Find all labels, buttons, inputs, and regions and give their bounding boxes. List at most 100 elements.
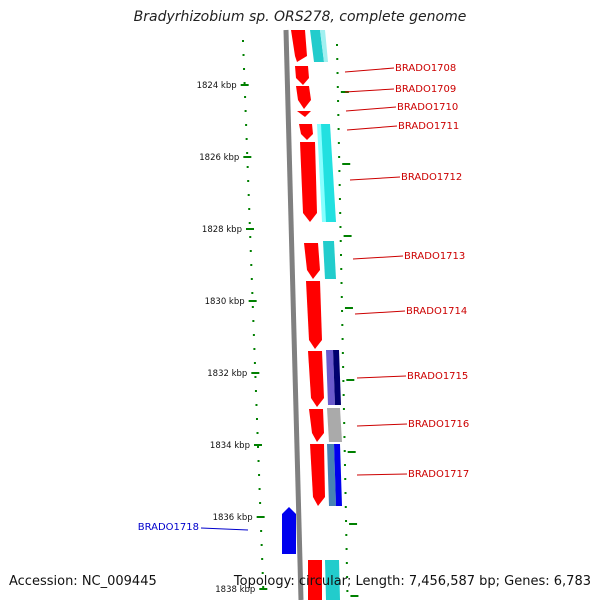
scale-dot [260, 530, 263, 532]
label-leader [200, 527, 249, 531]
scale-major-tick [346, 379, 355, 381]
scale-dot [342, 408, 345, 410]
scale-dot [259, 502, 262, 504]
scale-dot [340, 282, 343, 284]
scale-dot [344, 506, 347, 508]
scale-major-tick [251, 372, 260, 374]
scale-dot [257, 446, 260, 448]
scale-dot [257, 460, 260, 462]
gene-label: BRADO1711 [398, 121, 459, 132]
label-leader [345, 106, 397, 112]
scale-dot [340, 268, 343, 270]
gene-arrow [309, 409, 324, 442]
scale-tick-label: 1838 kbp [215, 585, 255, 595]
scale-tick-label: 1830 kbp [205, 297, 245, 307]
gene-arrow [295, 66, 309, 85]
scale-major-tick [245, 228, 254, 230]
genome-backbone [283, 29, 304, 600]
scale-major-tick [349, 523, 358, 525]
gene-arrow [308, 560, 322, 600]
gene-arrow [296, 86, 311, 109]
scale-dot [345, 520, 348, 522]
feature-bars [310, 30, 342, 600]
genome-summary-text: Topology: circular; Length: 7,456,587 bp… [233, 574, 591, 589]
scale-dot [343, 436, 346, 438]
scale-dot [262, 586, 265, 588]
scale-major-tick [243, 156, 252, 158]
scale-dot [245, 138, 248, 140]
scale-dot [251, 292, 254, 294]
feature-bar-cyan [320, 30, 328, 62]
gene-label: BRADO1716 [408, 419, 469, 430]
gene-arrow [297, 111, 311, 117]
scale-dot [254, 390, 257, 392]
scale-dot [258, 488, 261, 490]
label-leader [344, 67, 395, 73]
gene-label: BRADO1715 [407, 371, 468, 382]
accession-text: Accession: NC_009445 [9, 574, 157, 589]
scale-ticks: 1824 kbp 1826 kbp 1828 kbp 1830 kbp 1832 kbp… [197, 40, 359, 597]
scale-dot [340, 296, 343, 298]
scale-dot [250, 264, 253, 266]
scale-major-tick [342, 163, 351, 165]
gene-arrow [304, 243, 320, 279]
gene-label: BRADO1713 [404, 251, 465, 262]
gene-arrow [299, 124, 313, 140]
scale-dot [336, 44, 338, 46]
scale-dot [345, 548, 348, 550]
scale-dot [339, 240, 342, 242]
scale-dot [255, 404, 258, 406]
scale-dot [244, 110, 247, 112]
gene-arrow-highlighted [282, 507, 296, 554]
feature-bar-violet [326, 350, 335, 405]
gene-labels[interactable]: BRADO1708 BRADO1709 BRADO1710 BRADO1711 BRAD… [138, 63, 470, 533]
gene-label: BRADO1710 [397, 102, 458, 113]
label-leader [346, 125, 398, 131]
scale-dot [255, 418, 258, 420]
scale-major-tick [347, 451, 356, 453]
scale-dot [345, 534, 348, 536]
label-leader [354, 310, 406, 315]
scale-tick-label: 1834 kbp [210, 441, 250, 451]
scale-dot [339, 254, 342, 256]
scale-dot [245, 124, 248, 126]
scale-dot [253, 348, 256, 350]
scale-dot [341, 310, 344, 312]
feature-bar-gray [327, 408, 342, 442]
scale-dot [246, 166, 249, 168]
label-leader [349, 176, 401, 181]
scale-dot [337, 142, 340, 144]
scale-dot [260, 544, 263, 546]
scale-dot [336, 72, 339, 74]
scale-dot [345, 562, 348, 564]
scale-dot [337, 128, 340, 130]
scale-dot [337, 100, 340, 102]
scale-major-tick [340, 91, 349, 93]
gene-label: BRADO1712 [401, 172, 462, 183]
gene-arrow [300, 142, 317, 222]
gene-label: BRADO1708 [395, 63, 456, 74]
scale-dot [336, 58, 339, 60]
scale-dot [252, 320, 255, 322]
scale-dot [342, 366, 345, 368]
feature-bar-navy [333, 350, 341, 405]
scale-dot [256, 432, 259, 434]
feature-bar-blue [334, 444, 342, 506]
scale-tick-label: 1824 kbp [197, 81, 237, 91]
scale-dot [341, 324, 344, 326]
scale-tick-label: 1836 kbp [213, 513, 253, 523]
scale-dot [346, 576, 349, 578]
label-leader [352, 255, 404, 260]
scale-dot [341, 352, 344, 354]
gene-label: BRADO1717 [408, 469, 469, 480]
scale-dot [242, 54, 245, 56]
scale-dot [336, 86, 339, 88]
scale-dot [346, 590, 349, 592]
scale-dot [249, 250, 252, 252]
scale-tick-label: 1828 kbp [202, 225, 242, 235]
label-leader [344, 88, 395, 93]
gene-arrows[interactable] [282, 30, 325, 600]
scale-dot [343, 422, 346, 424]
